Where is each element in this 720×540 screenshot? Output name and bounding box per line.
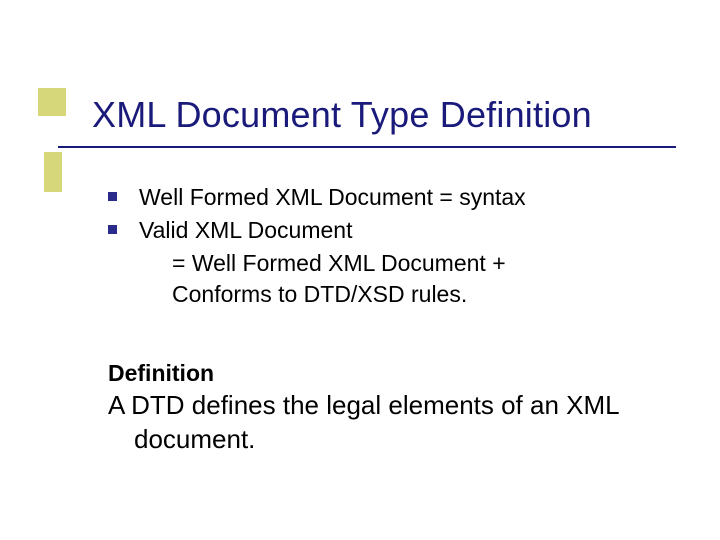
list-item: Valid XML Document — [108, 215, 678, 246]
square-bullet-icon — [108, 225, 117, 234]
subline-text: Conforms to DTD/XSD rules. — [172, 279, 678, 310]
subline-text: = Well Formed XML Document + — [172, 248, 678, 279]
bullet-list: Well Formed XML Document = syntax Valid … — [108, 182, 678, 310]
accent-square-top — [38, 88, 66, 116]
definition-text-line1: A DTD defines the legal elements of an X… — [108, 389, 668, 423]
accent-square-side — [44, 152, 62, 192]
slide-title: XML Document Type Definition — [92, 94, 592, 136]
bullet-text: Valid XML Document — [139, 215, 352, 246]
list-item: Well Formed XML Document = syntax — [108, 182, 678, 213]
definition-block: Definition A DTD defines the legal eleme… — [108, 360, 668, 457]
definition-label: Definition — [108, 360, 668, 387]
title-underline — [58, 146, 676, 148]
definition-text-line2: document. — [134, 423, 668, 457]
square-bullet-icon — [108, 192, 117, 201]
bullet-text: Well Formed XML Document = syntax — [139, 182, 526, 213]
